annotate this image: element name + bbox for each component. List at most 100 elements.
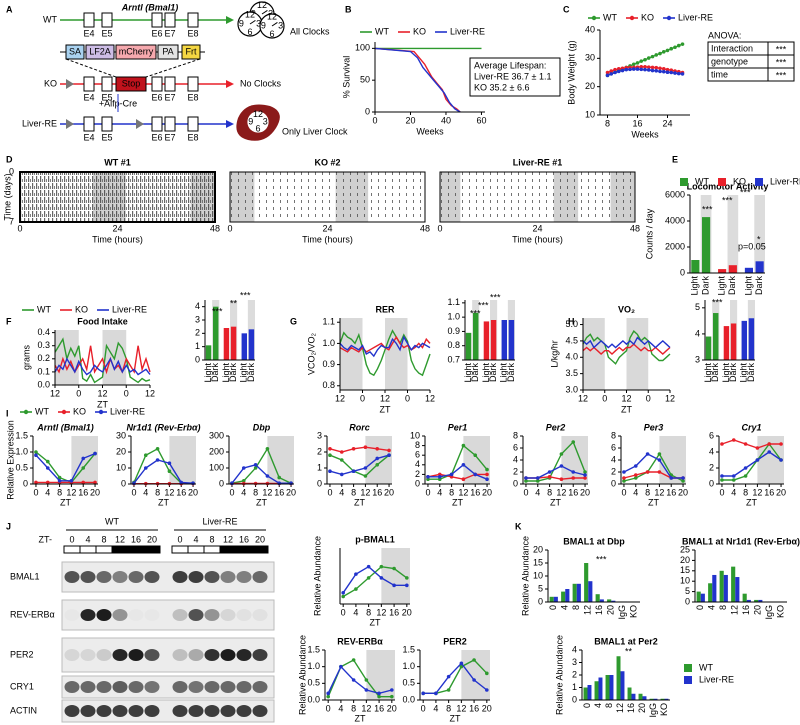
- panel-label: D: [6, 154, 13, 164]
- bar: [723, 326, 730, 360]
- exon: [187, 76, 199, 92]
- clock-number: 3: [263, 116, 268, 126]
- x-tick-label: 0: [341, 607, 346, 617]
- exon: [164, 116, 176, 132]
- category-label: Light: [690, 276, 700, 296]
- category-label: Light: [463, 363, 473, 383]
- x-tick-label: 0: [372, 115, 377, 125]
- point: [387, 448, 391, 453]
- y-tick-label: 200: [209, 446, 224, 456]
- x-tick-label: 0: [602, 393, 607, 403]
- chart-title: Rorc: [349, 422, 370, 432]
- series-line: [231, 464, 291, 484]
- actogram-frame: [19, 171, 216, 223]
- bar: [735, 577, 740, 602]
- point: [767, 442, 772, 446]
- y-tick-label: 0: [415, 478, 420, 488]
- point: [609, 69, 614, 73]
- loxp: [66, 119, 74, 129]
- y-tick-label: 2: [572, 669, 577, 679]
- point: [253, 463, 258, 467]
- point: [535, 476, 540, 480]
- point: [643, 67, 647, 72]
- dark-shade: [727, 195, 739, 273]
- y-tick-label: 0: [195, 354, 200, 364]
- panel-label: E: [672, 154, 678, 164]
- x-axis-label: ZT: [370, 617, 381, 627]
- genotype-label: KO: [44, 78, 57, 88]
- point: [616, 69, 621, 74]
- shaded-region: [365, 436, 392, 484]
- x-tick-label: 4: [338, 703, 343, 713]
- cassette-box: [181, 44, 201, 60]
- bar: [660, 698, 665, 700]
- point: [485, 477, 489, 482]
- clock-number: 9: [248, 116, 253, 126]
- y-tick-label: 0.1: [37, 366, 50, 376]
- series-line: [35, 451, 96, 484]
- legend-label: Liver-RE: [678, 12, 713, 22]
- series-line: [339, 335, 431, 358]
- actogram-frame: [439, 171, 636, 223]
- category-label: Dark: [470, 363, 480, 383]
- insertion-guide: [65, 58, 117, 78]
- series-line: [526, 440, 586, 482]
- bar: [465, 332, 472, 360]
- category-label: Dark: [728, 363, 738, 383]
- y-tick-label: 1: [572, 682, 577, 692]
- point: [167, 461, 172, 466]
- chart-title: PER2: [443, 636, 467, 646]
- point: [673, 71, 677, 75]
- blot-band: [220, 571, 236, 583]
- exon: [187, 116, 199, 132]
- category-label: Dark: [746, 363, 756, 383]
- point: [277, 475, 282, 480]
- point: [731, 438, 736, 442]
- point: [93, 480, 97, 485]
- point: [524, 476, 528, 480]
- y-tick-label: 0.8: [322, 380, 335, 390]
- bar: [702, 217, 711, 273]
- point: [328, 447, 332, 451]
- exon: [83, 12, 95, 28]
- blot-band: [172, 649, 188, 661]
- bar: [649, 698, 654, 700]
- x-axis-label: ZT: [60, 497, 71, 507]
- significance: ***: [722, 195, 733, 205]
- y-axis-label: Relative Abundance: [554, 635, 564, 715]
- shaded-region: [385, 318, 408, 390]
- table-text: time: [711, 69, 728, 79]
- x-tick-label: 0: [33, 487, 38, 497]
- series-line: [721, 439, 781, 449]
- y-tick-label: 3.5: [565, 368, 578, 378]
- blot-band: [65, 609, 80, 621]
- activity-row: [230, 179, 425, 186]
- category-label: 0: [548, 605, 558, 610]
- blot-band: [220, 649, 236, 661]
- series-line: [423, 662, 488, 694]
- x-tick-label: 12: [164, 487, 174, 497]
- y-tick-label: 30: [116, 430, 126, 440]
- zt-tick: 20: [255, 534, 265, 544]
- y-tick-label: 0: [680, 267, 685, 277]
- activity-row: [440, 179, 635, 186]
- blot-band: [96, 681, 112, 693]
- point: [661, 50, 666, 54]
- x-tick-label: 8: [449, 487, 454, 497]
- blot-band: [172, 571, 188, 583]
- x-tick-label: 4: [731, 487, 736, 497]
- x-tick-label: 16: [470, 487, 480, 497]
- legend-swatch: [755, 178, 764, 186]
- x-tick-label: 8: [155, 487, 160, 497]
- point: [631, 67, 636, 71]
- point: [375, 456, 380, 461]
- y-tick-label: 3: [695, 354, 700, 364]
- x-tick-label: 4: [143, 487, 148, 497]
- point: [179, 480, 184, 485]
- chart-title: Locomotor Activity: [687, 181, 769, 191]
- zt-tick: 4: [85, 534, 90, 544]
- activity-row: [230, 200, 425, 207]
- bar: [713, 313, 719, 360]
- light-bar: [187, 545, 205, 554]
